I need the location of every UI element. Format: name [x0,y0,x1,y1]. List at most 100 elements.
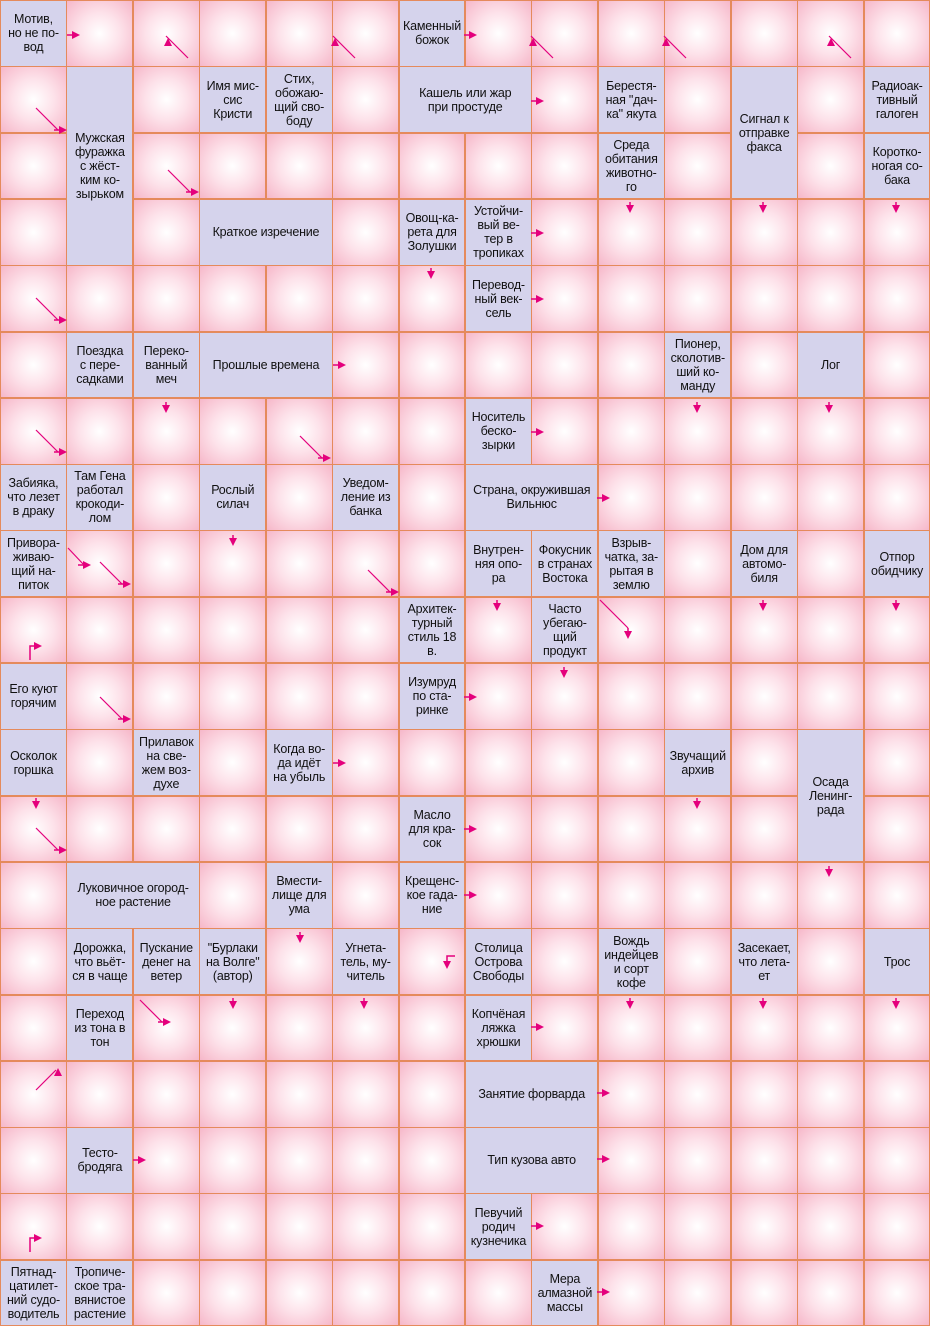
answer-cell[interactable] [797,994,865,1062]
answer-cell[interactable] [132,464,200,531]
answer-cell[interactable] [265,1127,333,1194]
answer-cell[interactable] [0,1193,67,1261]
answer-cell[interactable] [797,1193,865,1261]
answer-cell[interactable] [531,729,599,797]
answer-cell[interactable] [730,1127,798,1194]
answer-cell[interactable] [332,530,400,598]
answer-cell[interactable] [398,464,466,531]
answer-cell[interactable] [863,0,930,67]
answer-cell[interactable] [66,1060,134,1128]
answer-cell[interactable] [332,1193,400,1261]
answer-cell[interactable] [199,663,267,730]
answer-cell[interactable] [863,729,930,797]
answer-cell[interactable] [863,1060,930,1128]
answer-cell[interactable] [265,1060,333,1128]
answer-cell[interactable] [0,861,67,929]
answer-cell[interactable] [465,1259,532,1326]
answer-cell[interactable] [597,1259,665,1326]
answer-cell[interactable] [863,994,930,1062]
answer-cell[interactable] [597,1193,665,1261]
answer-cell[interactable] [265,530,333,598]
answer-cell[interactable] [597,331,665,399]
answer-cell[interactable] [66,265,134,332]
answer-cell[interactable] [797,198,865,266]
answer-cell[interactable] [132,132,200,200]
answer-cell[interactable] [465,596,532,664]
answer-cell[interactable] [664,928,732,995]
answer-cell[interactable] [265,795,333,863]
answer-cell[interactable] [531,795,599,863]
answer-cell[interactable] [597,663,665,730]
answer-cell[interactable] [66,795,134,863]
answer-cell[interactable] [332,729,400,797]
answer-cell[interactable] [132,1127,200,1194]
answer-cell[interactable] [664,1193,732,1261]
answer-cell[interactable] [863,596,930,664]
answer-cell[interactable] [863,861,930,929]
answer-cell[interactable] [797,861,865,929]
answer-cell[interactable] [66,729,134,797]
answer-cell[interactable] [797,1127,865,1194]
answer-cell[interactable] [797,928,865,995]
answer-cell[interactable] [332,198,400,266]
answer-cell[interactable] [531,198,599,266]
answer-cell[interactable] [199,132,267,200]
answer-cell[interactable] [0,1060,67,1128]
answer-cell[interactable] [664,265,732,332]
answer-cell[interactable] [132,1259,200,1326]
answer-cell[interactable] [199,596,267,664]
answer-cell[interactable] [597,265,665,332]
answer-cell[interactable] [66,0,134,67]
answer-cell[interactable] [332,1259,400,1326]
answer-cell[interactable] [132,994,200,1062]
answer-cell[interactable] [66,663,134,730]
answer-cell[interactable] [398,530,466,598]
answer-cell[interactable] [199,729,267,797]
answer-cell[interactable] [664,1060,732,1128]
answer-cell[interactable] [265,132,333,200]
answer-cell[interactable] [465,132,532,200]
answer-cell[interactable] [597,994,665,1062]
answer-cell[interactable] [730,198,798,266]
answer-cell[interactable] [398,994,466,1062]
answer-cell[interactable] [863,397,930,465]
answer-cell[interactable] [199,994,267,1062]
answer-cell[interactable] [465,861,532,929]
answer-cell[interactable] [531,331,599,399]
answer-cell[interactable] [132,265,200,332]
answer-cell[interactable] [863,663,930,730]
answer-cell[interactable] [730,1060,798,1128]
answer-cell[interactable] [531,132,599,200]
answer-cell[interactable] [664,132,732,200]
answer-cell[interactable] [597,1127,665,1194]
answer-cell[interactable] [199,795,267,863]
answer-cell[interactable] [797,0,865,67]
answer-cell[interactable] [132,1060,200,1128]
answer-cell[interactable] [730,795,798,863]
answer-cell[interactable] [863,331,930,399]
answer-cell[interactable] [398,1127,466,1194]
answer-cell[interactable] [531,0,599,67]
answer-cell[interactable] [0,198,67,266]
answer-cell[interactable] [265,663,333,730]
answer-cell[interactable] [863,1127,930,1194]
answer-cell[interactable] [664,861,732,929]
answer-cell[interactable] [465,0,532,67]
answer-cell[interactable] [265,928,333,995]
answer-cell[interactable] [597,861,665,929]
answer-cell[interactable] [797,596,865,664]
answer-cell[interactable] [199,1127,267,1194]
answer-cell[interactable] [863,464,930,531]
answer-cell[interactable] [398,729,466,797]
answer-cell[interactable] [465,663,532,730]
answer-cell[interactable] [664,66,732,134]
answer-cell[interactable] [465,331,532,399]
answer-cell[interactable] [0,795,67,863]
answer-cell[interactable] [66,596,134,664]
answer-cell[interactable] [0,132,67,200]
answer-cell[interactable] [332,994,400,1062]
answer-cell[interactable] [730,0,798,67]
answer-cell[interactable] [199,861,267,929]
answer-cell[interactable] [265,1193,333,1261]
answer-cell[interactable] [265,994,333,1062]
